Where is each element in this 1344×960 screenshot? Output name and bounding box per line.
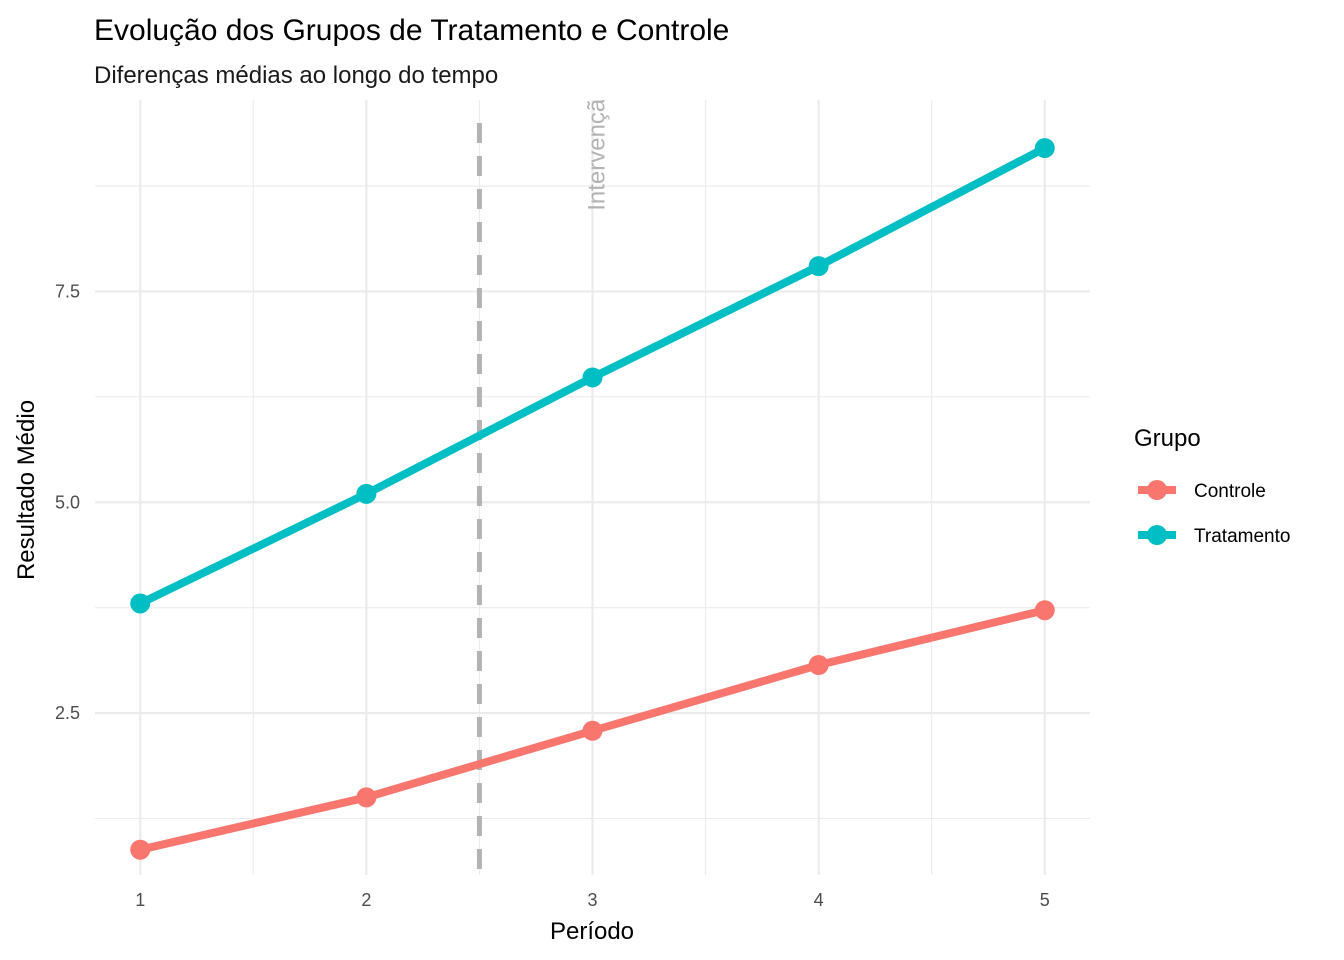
y-tick-label: 7.5	[55, 281, 80, 301]
legend: Grupo Controle Tratamento	[1134, 425, 1290, 547]
intervention-label: Intervenção	[584, 85, 611, 210]
legend-key-point	[1147, 525, 1167, 545]
series-controle	[130, 600, 1055, 860]
x-tick-label: 1	[135, 890, 145, 910]
legend-item-tratamento: Tratamento	[1138, 525, 1290, 547]
legend-label: Controle	[1194, 481, 1266, 502]
x-axis-title: Período	[550, 918, 634, 945]
chart-title: Evolução dos Grupos de Tratamento e Cont…	[94, 14, 729, 47]
legend-title: Grupo	[1134, 425, 1201, 452]
data-point-controle	[1034, 600, 1055, 621]
x-axis-ticks: 1 2 3 4 5	[135, 890, 1050, 910]
data-point-controle	[808, 655, 829, 676]
series-layer	[130, 138, 1055, 860]
y-axis-ticks: 2.5 5.0 7.5	[55, 281, 80, 723]
data-point-tratamento	[356, 483, 377, 504]
legend-key-point	[1147, 480, 1167, 500]
y-tick-label: 2.5	[55, 703, 80, 723]
chart-subtitle: Diferenças médias ao longo do tempo	[94, 62, 498, 89]
grid	[95, 100, 1090, 875]
data-point-tratamento	[130, 593, 151, 614]
y-tick-label: 5.0	[55, 492, 80, 512]
y-axis-title: Resultado Médio	[13, 400, 40, 580]
data-point-tratamento	[1034, 138, 1055, 159]
legend-label: Tratamento	[1194, 526, 1290, 547]
series-tratamento	[130, 138, 1055, 614]
data-point-controle	[582, 720, 603, 741]
legend-item-controle: Controle	[1138, 480, 1266, 502]
data-point-tratamento	[808, 256, 829, 277]
data-point-controle	[130, 839, 151, 860]
x-tick-label: 2	[361, 890, 371, 910]
annotation-layer: Intervenção	[584, 85, 611, 211]
data-point-controle	[356, 787, 377, 808]
x-tick-label: 3	[587, 890, 597, 910]
data-point-tratamento	[582, 367, 603, 388]
x-tick-label: 5	[1040, 890, 1050, 910]
x-tick-label: 4	[814, 890, 824, 910]
